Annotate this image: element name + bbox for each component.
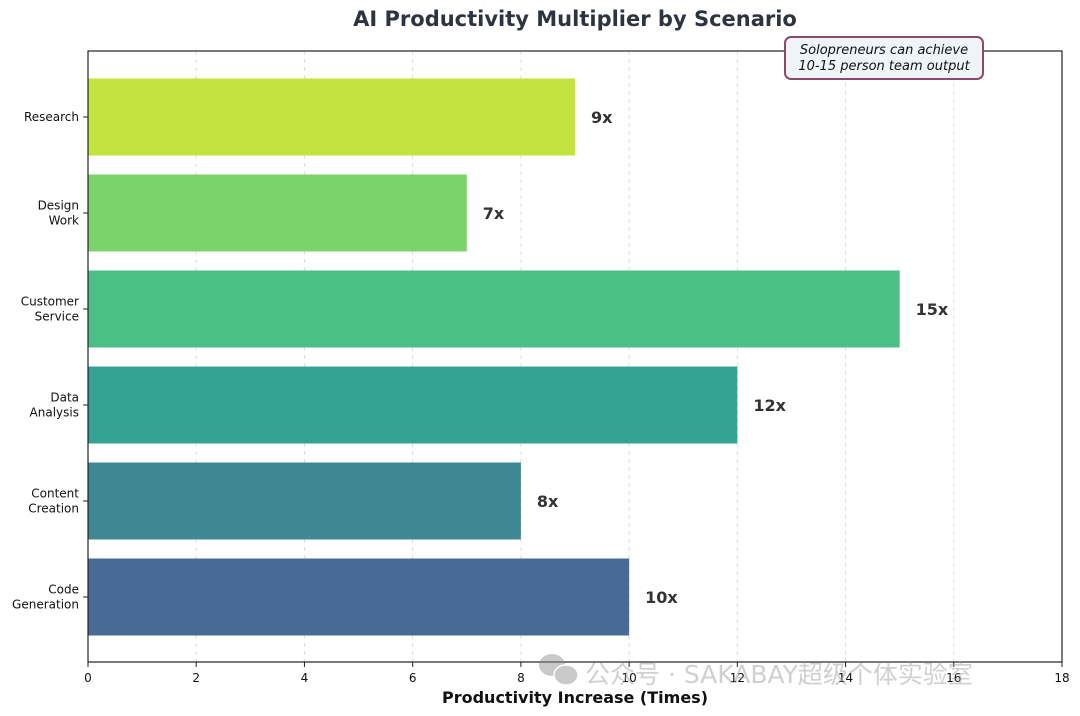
annotation-box: Solopreneurs can achieve 10-15 person te… xyxy=(784,36,984,80)
x-tick-label: 4 xyxy=(301,671,309,685)
watermark: 公众号 · SAKABAY超级个体实验室 xyxy=(539,654,973,689)
x-tick-label: 6 xyxy=(409,671,417,685)
bar-value-label: 8x xyxy=(537,492,559,511)
bar xyxy=(88,558,630,636)
x-tick-label: 8 xyxy=(517,671,525,685)
bar xyxy=(88,174,467,252)
y-tick-label: Design Work xyxy=(38,199,79,228)
annotation-line-1: Solopreneurs can achieve xyxy=(800,43,968,58)
y-tick-label: Code Generation xyxy=(12,583,79,612)
bar xyxy=(88,270,900,348)
bar xyxy=(88,462,521,540)
x-tick-label: 16 xyxy=(946,671,961,685)
bar-value-label: 7x xyxy=(483,204,505,223)
watermark-text: 公众号 · SAKABAY超级个体实验室 xyxy=(585,660,973,689)
bar-value-label: 10x xyxy=(645,588,678,607)
x-tick-label: 14 xyxy=(838,671,853,685)
x-axis-label: Productivity Increase (Times) xyxy=(442,688,708,707)
bar-value-label: 15x xyxy=(916,300,949,319)
bar xyxy=(88,78,575,156)
bar-value-label: 9x xyxy=(591,108,613,127)
y-tick-label: Customer Service xyxy=(21,295,79,324)
y-tick-label: Data Analysis xyxy=(30,391,79,420)
x-tick-label: 18 xyxy=(1054,671,1069,685)
y-tick-label: Research xyxy=(24,110,79,124)
plot-frame xyxy=(87,50,1063,663)
chart-title: AI Productivity Multiplier by Scenario xyxy=(353,7,797,31)
wechat-icon xyxy=(539,654,579,686)
x-tick-label: 2 xyxy=(192,671,200,685)
bar-value-label: 12x xyxy=(753,396,786,415)
x-tick-label: 0 xyxy=(84,671,92,685)
bar xyxy=(88,366,738,444)
y-tick-label: Content Creation xyxy=(28,487,79,516)
x-tick-label: 10 xyxy=(621,671,636,685)
annotation-line-2: 10-15 person team output xyxy=(798,59,970,74)
x-tick-label: 12 xyxy=(730,671,745,685)
